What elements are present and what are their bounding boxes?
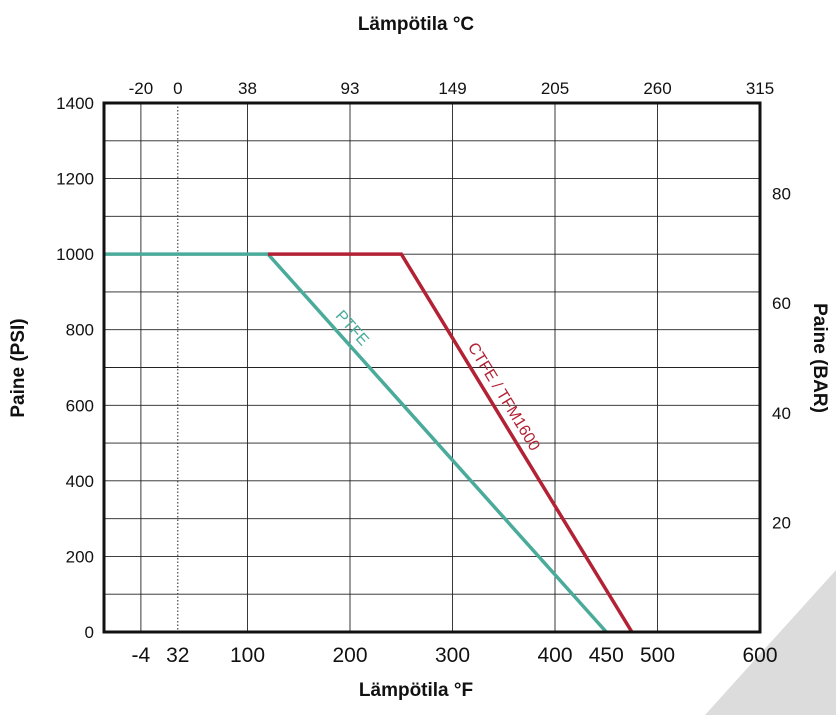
y-tick-label-left: 200	[66, 547, 94, 566]
series-line	[268, 252, 634, 633]
chart-grid	[104, 103, 760, 632]
x-tick-label-top: 205	[541, 79, 569, 98]
y-tick-label-right: 80	[772, 185, 791, 204]
x-tick-label-top: 260	[643, 79, 671, 98]
y-tick-label-left: 1200	[56, 170, 94, 189]
x-tick-label-top: -20	[129, 79, 154, 98]
x-tick-label-top: 38	[238, 79, 257, 98]
y-tick-label-right: 20	[772, 513, 791, 532]
series-label: PTFE	[332, 307, 372, 349]
right-axis-title: Paine (BAR)	[809, 303, 830, 413]
x-tick-label-top: 93	[341, 79, 360, 98]
x-tick-label-top: 315	[746, 79, 774, 98]
y-tick-label-left: 600	[66, 396, 94, 415]
y-tick-label-left: 1000	[56, 245, 94, 264]
x-tick-label-bottom: 500	[640, 644, 675, 667]
x-tick-label-bottom: 450	[589, 644, 624, 667]
y-tick-label-left: 800	[66, 321, 94, 340]
chart-ticks: -4 32 100 200 300 400 450 500 600-20 0 38 93 149 205 2…	[56, 79, 791, 667]
x-tick-label-bottom: -4	[132, 644, 151, 667]
x-tick-label-bottom: 400	[537, 644, 572, 667]
y-tick-label-right: 60	[772, 294, 791, 313]
x-tick-label-bottom: 200	[332, 644, 367, 667]
y-tick-label-left: 1400	[56, 94, 94, 113]
x-tick-label-bottom: 100	[230, 644, 265, 667]
y-tick-label-left: 400	[66, 472, 94, 491]
x-tick-label-bottom: 32	[166, 644, 189, 667]
x-tick-label-bottom: 300	[435, 644, 470, 667]
x-tick-label-top: 0	[173, 79, 182, 98]
plot-frame	[102, 101, 762, 634]
bottom-axis-title: Lämpötila °F	[359, 680, 473, 701]
left-axis-title: Paine (PSI)	[8, 318, 29, 417]
x-tick-label-bottom: 600	[742, 644, 777, 667]
y-tick-label-right: 40	[772, 404, 791, 423]
decorative-corner-shape	[705, 570, 836, 715]
y-tick-label-left: 0	[85, 623, 94, 642]
series-label: CTFE / TFM1600	[464, 340, 543, 454]
top-axis-title: Lämpötila °C	[358, 14, 475, 35]
x-tick-label-top: 149	[438, 79, 466, 98]
